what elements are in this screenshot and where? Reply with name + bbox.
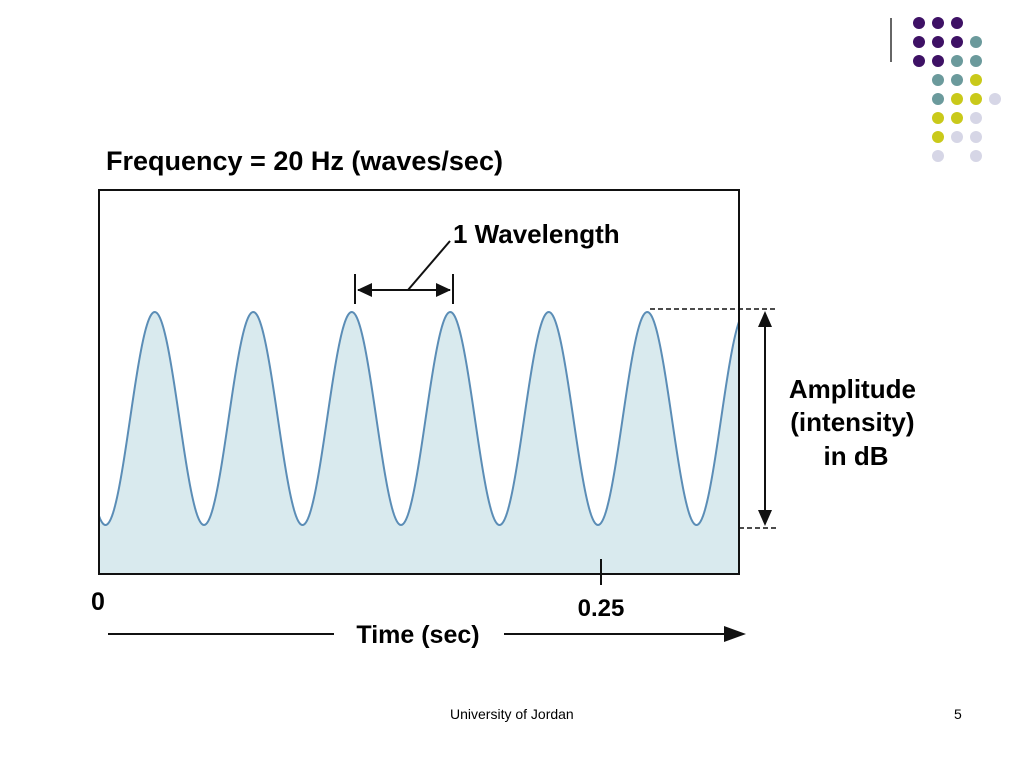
decorative-dot <box>951 93 963 105</box>
time-origin-label: 0 <box>91 588 105 616</box>
decorative-dot <box>951 131 963 143</box>
time-axis-label: Time (sec) <box>356 621 479 649</box>
decorative-dot <box>989 93 1001 105</box>
decorative-dot <box>951 112 963 124</box>
amplitude-label-line-2: (intensity) <box>790 407 914 437</box>
wave-curve <box>98 310 740 527</box>
wavelength-left-arrowhead <box>357 283 372 297</box>
decorative-dot <box>970 93 982 105</box>
decorative-dot <box>932 17 944 29</box>
decorative-dot <box>932 150 944 162</box>
decorative-dot <box>932 74 944 86</box>
amplitude-label: Amplitude (intensity) in dB <box>789 374 923 471</box>
decorative-dot <box>970 74 982 86</box>
decorative-dot <box>970 112 982 124</box>
amplitude-bottom-arrowhead <box>758 510 772 526</box>
decorative-dot <box>951 74 963 86</box>
decorative-dot <box>951 55 963 67</box>
plot-frame <box>98 189 740 575</box>
decorative-dot <box>932 93 944 105</box>
slide-title: Frequency = 20 Hz (waves/sec) <box>106 146 503 176</box>
wavelength-right-arrowhead <box>436 283 451 297</box>
amplitude-top-arrowhead <box>758 311 772 327</box>
wavelength-marker <box>354 240 454 304</box>
decorative-dot <box>970 36 982 48</box>
decorative-dot <box>932 131 944 143</box>
amplitude-label-line-1: Amplitude <box>789 374 916 404</box>
wavelength-label: 1 Wavelength <box>453 219 620 249</box>
decorative-dot <box>932 112 944 124</box>
decorative-dot <box>951 36 963 48</box>
decorative-dot <box>932 55 944 67</box>
decorative-dot <box>951 17 963 29</box>
decorative-dot <box>970 150 982 162</box>
decorative-dot <box>970 55 982 67</box>
decorative-dot-grid <box>913 17 1001 162</box>
amplitude-label-line-3: in dB <box>824 441 889 471</box>
time-tick-label: 0.25 <box>578 595 625 622</box>
wavelength-leader-line <box>407 240 451 291</box>
wave-fill-area <box>99 312 739 574</box>
decorative-dot <box>970 131 982 143</box>
decorative-dot <box>913 55 925 67</box>
decorative-dot <box>913 36 925 48</box>
decorative-dot <box>913 17 925 29</box>
footer-institution: University of Jordan <box>450 706 574 722</box>
footer-page-number: 5 <box>954 706 962 722</box>
time-axis-arrowhead <box>724 626 746 642</box>
amplitude-marker <box>650 308 778 529</box>
decorative-dot <box>932 36 944 48</box>
